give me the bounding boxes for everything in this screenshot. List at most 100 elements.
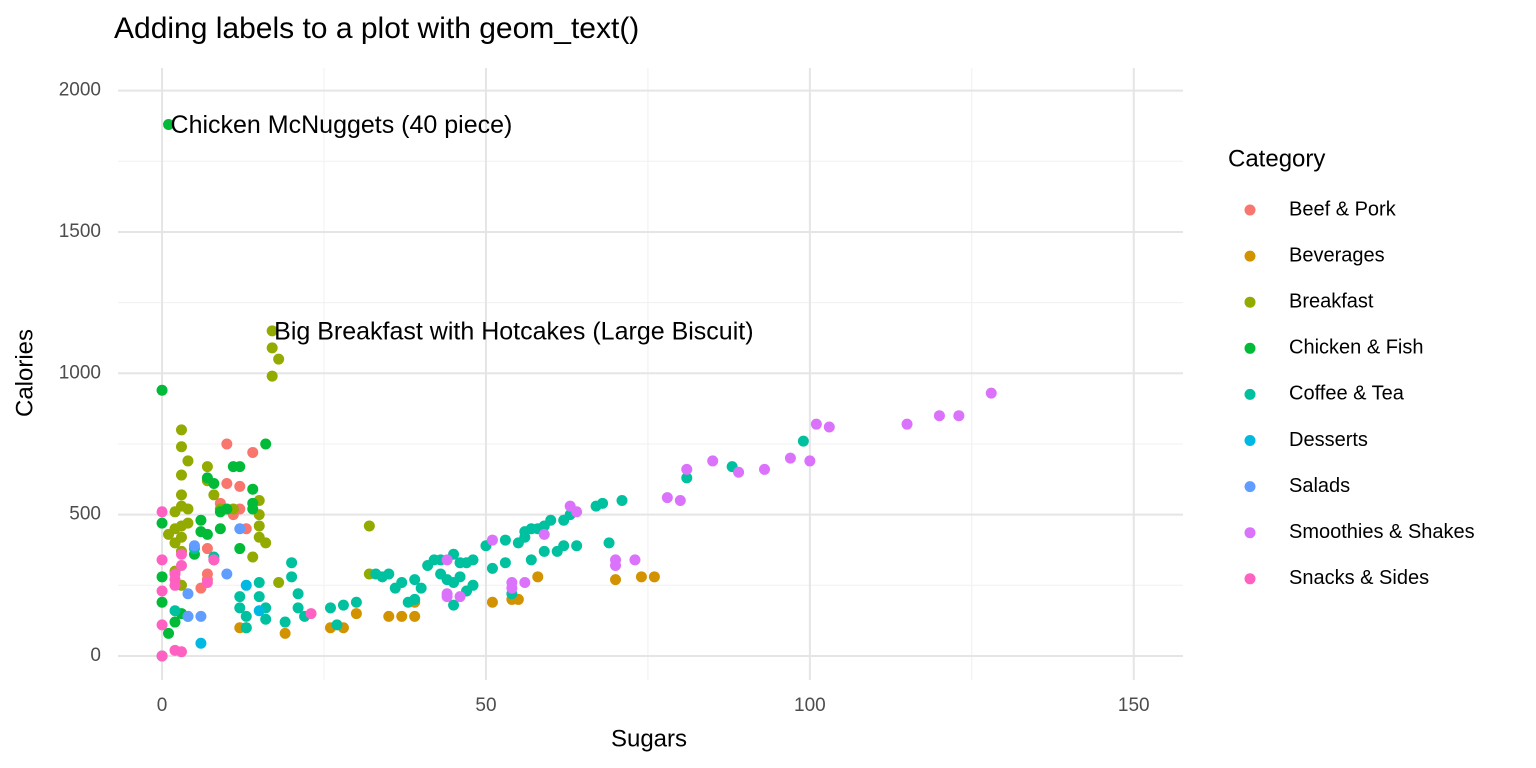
point <box>195 610 207 622</box>
legend-marker <box>1244 204 1256 216</box>
point <box>538 545 550 557</box>
point <box>221 438 233 450</box>
point <box>810 418 822 430</box>
point <box>156 554 168 566</box>
point <box>616 494 628 506</box>
point <box>182 610 194 622</box>
point <box>499 534 511 546</box>
y-tick-label: 1500 <box>59 221 101 242</box>
legend-marker <box>1244 388 1256 400</box>
legend-label: Coffee & Tea <box>1289 383 1405 405</box>
point <box>260 438 272 450</box>
point <box>486 562 498 574</box>
point <box>383 568 395 580</box>
point <box>175 531 187 543</box>
point <box>486 534 498 546</box>
point <box>629 554 641 566</box>
point <box>234 543 246 555</box>
point <box>169 605 181 617</box>
point <box>985 387 997 399</box>
x-tick-label: 0 <box>157 695 168 716</box>
point <box>759 463 771 475</box>
point <box>610 560 622 572</box>
point <box>266 370 278 382</box>
point <box>156 517 168 529</box>
legend-marker <box>1244 481 1256 493</box>
point <box>331 619 343 631</box>
point <box>175 424 187 436</box>
point <box>901 418 913 430</box>
legend-label: Beverages <box>1289 244 1385 266</box>
y-tick-label: 0 <box>90 645 101 666</box>
annotation: Big Breakfast with Hotcakes (Large Biscu… <box>274 318 753 346</box>
legend-marker <box>1244 250 1256 262</box>
point <box>558 540 570 552</box>
point <box>163 119 175 131</box>
point <box>253 520 265 532</box>
point <box>506 582 518 594</box>
point <box>597 497 609 509</box>
point <box>163 528 175 540</box>
point <box>175 646 187 658</box>
point <box>247 446 259 458</box>
point <box>201 543 213 555</box>
point <box>538 528 550 540</box>
point <box>234 523 246 535</box>
point <box>441 588 453 600</box>
point <box>571 506 583 518</box>
point <box>253 591 265 603</box>
point <box>247 551 259 563</box>
point <box>234 480 246 492</box>
point <box>253 576 265 588</box>
point <box>208 478 220 490</box>
point <box>175 469 187 481</box>
point <box>286 571 298 583</box>
point <box>409 574 421 586</box>
point <box>661 492 673 504</box>
point <box>156 506 168 518</box>
point <box>784 452 796 464</box>
point <box>519 531 531 543</box>
point <box>182 503 194 515</box>
annotation: Chicken McNuggets (40 piece) <box>171 111 513 139</box>
point <box>933 410 945 422</box>
point <box>221 503 233 515</box>
legend-label: Desserts <box>1289 429 1368 451</box>
point <box>519 576 531 588</box>
point <box>441 554 453 566</box>
point <box>240 579 252 591</box>
legend-label: Snacks & Sides <box>1289 567 1429 589</box>
point <box>409 610 421 622</box>
point <box>214 523 226 535</box>
point <box>337 599 349 611</box>
point <box>292 588 304 600</box>
point <box>175 520 187 532</box>
point <box>396 610 408 622</box>
point <box>156 596 168 608</box>
chart-title: Adding labels to a plot with geom_text() <box>114 12 639 45</box>
x-tick-label: 150 <box>1118 695 1150 716</box>
point <box>234 591 246 603</box>
point <box>286 557 298 569</box>
point <box>603 537 615 549</box>
point <box>156 650 168 662</box>
point <box>201 528 213 540</box>
point <box>247 503 259 515</box>
x-axis-label: Sugars <box>611 725 687 752</box>
point <box>681 472 693 484</box>
x-tick-label: 50 <box>475 695 496 716</box>
point <box>240 622 252 634</box>
point <box>195 514 207 526</box>
point <box>240 610 252 622</box>
point <box>156 585 168 597</box>
point <box>415 582 427 594</box>
point <box>571 540 583 552</box>
point <box>163 627 175 639</box>
point <box>545 514 557 526</box>
point <box>681 463 693 475</box>
point <box>733 466 745 478</box>
point <box>279 627 291 639</box>
point <box>156 619 168 631</box>
point <box>454 571 466 583</box>
point <box>396 576 408 588</box>
